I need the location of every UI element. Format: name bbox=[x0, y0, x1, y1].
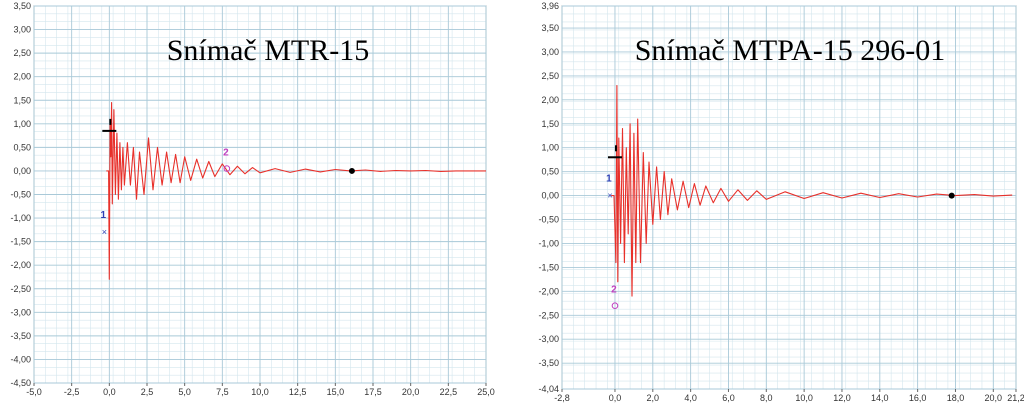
y-tick-label: 2,50 bbox=[13, 48, 31, 58]
x-tick-label: 6,0 bbox=[722, 393, 735, 403]
x-tick-label: 4,0 bbox=[684, 393, 697, 403]
x-tick-label: 12,5 bbox=[289, 387, 307, 397]
x-tick-label: -2,8 bbox=[554, 393, 570, 403]
y-tick-label: -2,50 bbox=[538, 310, 559, 320]
end-point-marker bbox=[348, 167, 355, 174]
y-tick-label: -4,50 bbox=[10, 378, 31, 388]
y-tick-label: -4,04 bbox=[538, 384, 559, 394]
x-tick-label: 10,0 bbox=[795, 393, 813, 403]
y-tick-label: 3,00 bbox=[13, 25, 31, 35]
x-tick-label: 15,0 bbox=[327, 387, 345, 397]
y-tick-label: -1,50 bbox=[10, 237, 31, 247]
x-tick-label: 17,5 bbox=[364, 387, 382, 397]
y-tick-label: 3,50 bbox=[541, 23, 559, 33]
marker-2-label: 2 bbox=[223, 148, 229, 159]
y-tick-label: -3,50 bbox=[538, 358, 559, 368]
y-tick-label: 1,00 bbox=[541, 143, 559, 153]
x-tick-label: -5,0 bbox=[26, 387, 42, 397]
y-tick-label: -4,00 bbox=[10, 354, 31, 364]
marker-1-x: × bbox=[607, 191, 612, 201]
y-tick-label: -0,50 bbox=[10, 190, 31, 200]
y-tick-label: -2,00 bbox=[10, 260, 31, 270]
marker-2-circle bbox=[611, 302, 619, 309]
y-tick-label: 0,00 bbox=[13, 166, 31, 176]
x-tick-label: 10,0 bbox=[251, 387, 269, 397]
marker-2-circle bbox=[223, 165, 231, 172]
x-tick-label: 21,2 bbox=[1007, 393, 1024, 403]
y-tick-label: 2,00 bbox=[13, 72, 31, 82]
chart-title: Snímač MTPA-15 296-01 bbox=[635, 34, 946, 67]
marker-1-x: × bbox=[102, 227, 107, 237]
x-tick-label: 22,5 bbox=[440, 387, 458, 397]
end-point-marker bbox=[948, 192, 955, 199]
x-tick-label: 20,0 bbox=[985, 393, 1003, 403]
x-tick-label: 0,0 bbox=[103, 387, 116, 397]
y-tick-label: -2,50 bbox=[10, 284, 31, 294]
y-tick-label: 0,00 bbox=[541, 191, 559, 201]
marker-2-label: 2 bbox=[611, 285, 617, 296]
y-tick-label: 3,00 bbox=[541, 47, 559, 57]
y-tick-label: -1,00 bbox=[538, 238, 559, 248]
y-tick-label: 1,50 bbox=[541, 119, 559, 129]
x-tick-label: 20,0 bbox=[402, 387, 420, 397]
y-tick-label: -1,00 bbox=[10, 213, 31, 223]
y-tick-label: -2,00 bbox=[538, 286, 559, 296]
x-tick-label: 14,0 bbox=[871, 393, 889, 403]
y-tick-label: 2,50 bbox=[541, 71, 559, 81]
y-tick-label: 1,50 bbox=[13, 95, 31, 105]
x-tick-label: 7,5 bbox=[216, 387, 229, 397]
x-tick-label: 0,0 bbox=[609, 393, 622, 403]
chart-title: Snímač MTR-15 bbox=[167, 34, 370, 67]
x-tick-label: 18,0 bbox=[947, 393, 965, 403]
y-tick-label: 0,50 bbox=[13, 142, 31, 152]
marker-1-label: 1 bbox=[101, 210, 107, 221]
y-tick-label: 3,96 bbox=[541, 1, 559, 11]
marker-1-label: 1 bbox=[606, 174, 612, 185]
x-tick-label: 2,5 bbox=[141, 387, 154, 397]
x-tick-label: 5,0 bbox=[178, 387, 191, 397]
y-tick-label: -3,00 bbox=[10, 307, 31, 317]
x-tick-label: 16,0 bbox=[909, 393, 927, 403]
y-tick-label: 0,50 bbox=[541, 167, 559, 177]
chart-panel-right: -2,8 0,0 2,0 4,0 6,0 8,0 10,0 12,0 14,0 16,0 18,0 2… bbox=[522, 0, 1024, 406]
y-tick-label: 3,50 bbox=[13, 1, 31, 11]
y-tick-label: -3,50 bbox=[10, 331, 31, 341]
y-tick-label: -3,00 bbox=[538, 334, 559, 344]
x-tick-label: 2,0 bbox=[647, 393, 660, 403]
x-tick-label: 12,0 bbox=[833, 393, 851, 403]
chart-svg-mtr-15: -5,0 -2,5 0,0 2,5 5,0 7,5 10,0 12,5 15,0 17,5 20,0… bbox=[10, 1, 495, 397]
x-tick-label: -2,5 bbox=[64, 387, 80, 397]
chart-svg-mtpa-15: -2,8 0,0 2,0 4,0 6,0 8,0 10,0 12,0 14,0 16,0 18,0 2… bbox=[538, 1, 1024, 403]
y-tick-label: -1,50 bbox=[538, 262, 559, 272]
y-tick-label: 2,00 bbox=[541, 95, 559, 105]
x-tick-label: 25,0 bbox=[477, 387, 495, 397]
y-tick-label: -0,50 bbox=[538, 215, 559, 225]
x-tick-label: 8,0 bbox=[760, 393, 773, 403]
chart-panel-left: -5,0 -2,5 0,0 2,5 5,0 7,5 10,0 12,5 15,0 17,5 20,0… bbox=[0, 0, 500, 406]
series-line bbox=[106, 102, 486, 280]
series-line bbox=[611, 84, 1013, 297]
y-tick-label: 1,00 bbox=[13, 119, 31, 129]
